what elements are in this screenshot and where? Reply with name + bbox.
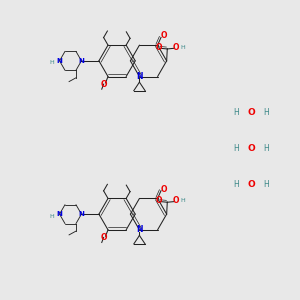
- Text: O: O: [155, 43, 162, 52]
- Text: H: H: [181, 45, 185, 50]
- Text: O: O: [155, 196, 162, 206]
- Text: O: O: [100, 80, 107, 88]
- Text: N: N: [79, 211, 84, 217]
- Text: H: H: [263, 144, 269, 153]
- Text: O: O: [247, 108, 255, 117]
- Text: N: N: [136, 225, 143, 234]
- Text: N: N: [79, 58, 84, 64]
- Text: O: O: [160, 31, 167, 40]
- Text: N: N: [57, 58, 62, 64]
- Text: H: H: [233, 144, 239, 153]
- Text: O: O: [100, 233, 107, 242]
- Text: H: H: [49, 214, 54, 218]
- Text: N: N: [57, 211, 62, 217]
- Text: H: H: [233, 180, 239, 189]
- Text: H: H: [49, 60, 54, 65]
- Text: O: O: [173, 43, 179, 52]
- Text: H: H: [263, 180, 269, 189]
- Text: O: O: [173, 196, 179, 206]
- Text: O: O: [247, 180, 255, 189]
- Text: O: O: [247, 144, 255, 153]
- Text: N: N: [136, 72, 143, 81]
- Text: H: H: [233, 108, 239, 117]
- Text: H: H: [181, 199, 185, 203]
- Text: H: H: [263, 108, 269, 117]
- Text: O: O: [160, 184, 167, 194]
